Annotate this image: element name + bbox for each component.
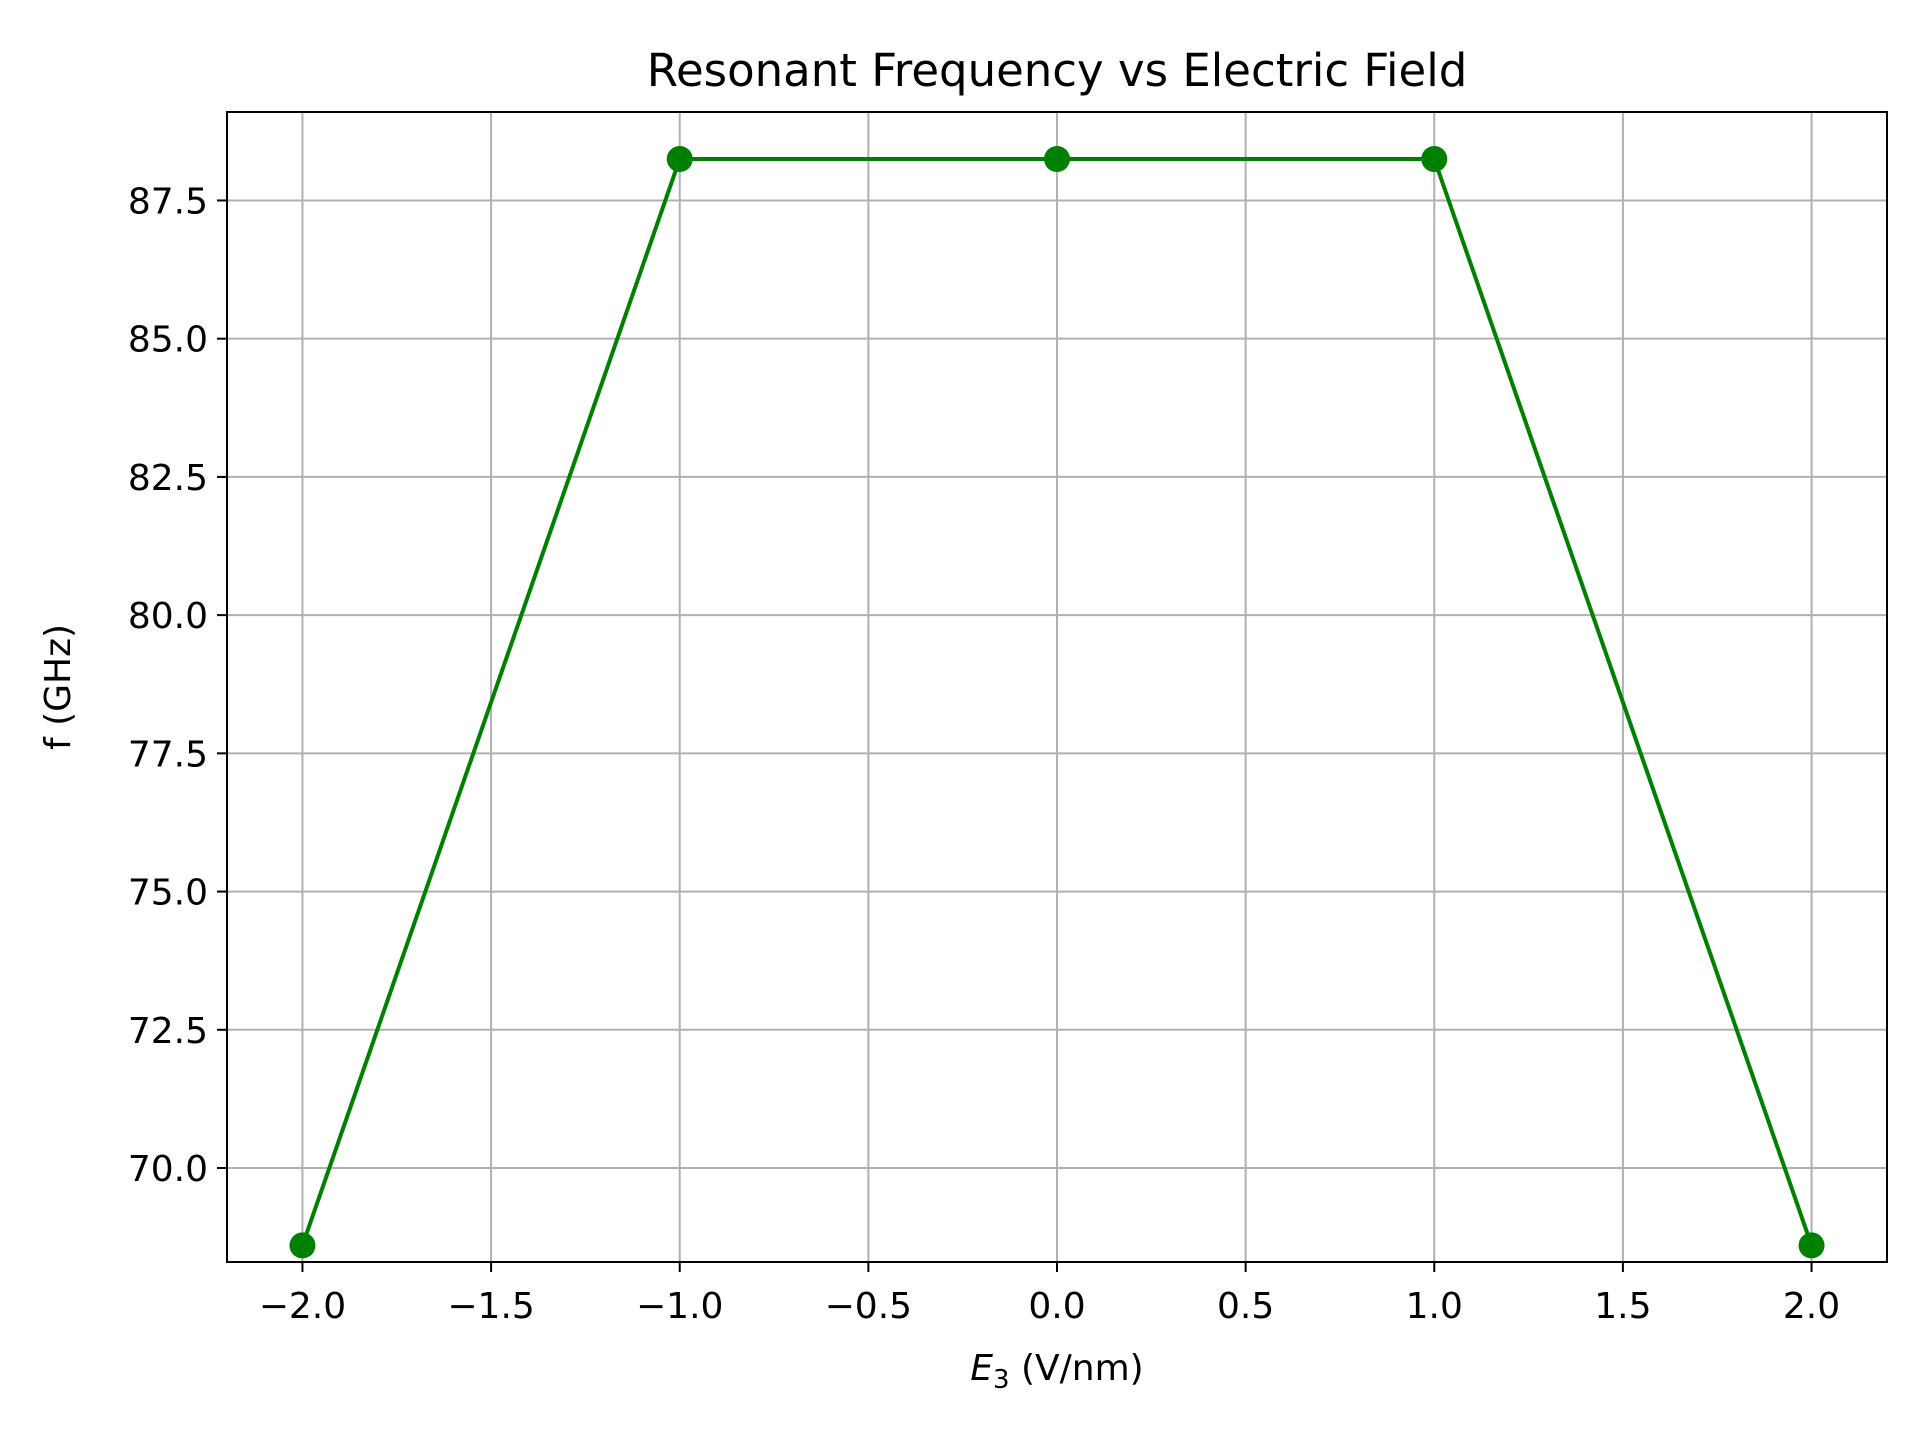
data-series xyxy=(289,145,1825,1259)
data-point xyxy=(289,1232,316,1259)
y-tick-label: 87.5 xyxy=(128,181,208,222)
x-tick-label: 1.5 xyxy=(1594,1286,1651,1327)
data-point xyxy=(1421,145,1448,172)
y-tick-label: 75.0 xyxy=(128,873,208,914)
y-tick-label: 77.5 xyxy=(128,734,208,775)
x-axis-symbol: E xyxy=(970,1348,993,1389)
grid xyxy=(227,112,1887,1262)
x-axis-unit: (V/nm) xyxy=(1010,1348,1144,1389)
x-tick-label: 0.5 xyxy=(1217,1286,1274,1327)
data-point xyxy=(666,145,693,172)
y-tick-label: 82.5 xyxy=(128,458,208,499)
x-tick-label: −0.5 xyxy=(825,1286,912,1327)
y-tick-label: 85.0 xyxy=(128,320,208,361)
axis-ticks: −2.0 −1.5 −1.0 −0.5 0.0 0.5 1.0 1.5 2.0 70.0 72.5 7… xyxy=(128,181,1840,1327)
y-tick-label: 72.5 xyxy=(128,1011,208,1052)
data-point xyxy=(1044,145,1070,172)
x-axis-subscript: 3 xyxy=(993,1365,1010,1395)
x-axis-title: E3 (V/nm) xyxy=(970,1348,1143,1395)
x-tick-label: 0.0 xyxy=(1028,1286,1085,1327)
x-tick-label: 2.0 xyxy=(1783,1286,1840,1327)
y-tick-label: 70.0 xyxy=(128,1149,208,1190)
y-axis-title: f (GHz) xyxy=(38,624,79,750)
x-tick-label: 1.0 xyxy=(1406,1286,1463,1327)
x-tick-label: −1.0 xyxy=(636,1286,723,1327)
x-tick-label: −1.5 xyxy=(447,1286,534,1327)
y-tick-label: 80.0 xyxy=(128,596,208,637)
x-tick-label: −2.0 xyxy=(259,1286,346,1327)
data-point xyxy=(1798,1232,1825,1259)
chart-title: Resonant Frequency vs Electric Field xyxy=(647,44,1468,97)
